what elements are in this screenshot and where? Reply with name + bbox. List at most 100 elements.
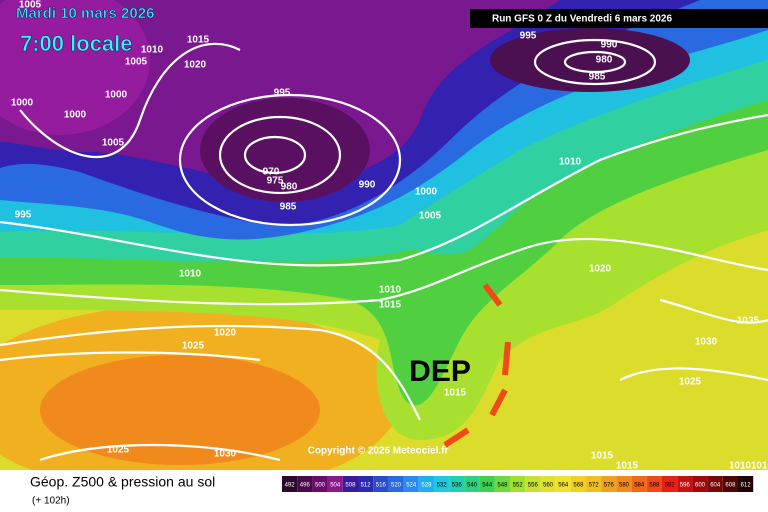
isobar <box>619 367 768 382</box>
legend-label: 524 <box>406 483 417 489</box>
isobar-label: 980 <box>281 182 298 193</box>
isobar <box>0 238 768 306</box>
isobar <box>659 298 768 324</box>
zone-orange-dark <box>40 355 320 465</box>
legend-label: 612 <box>741 483 752 489</box>
legend-swatch <box>297 476 313 492</box>
isobar <box>0 324 421 421</box>
legend-label: 500 <box>315 483 326 489</box>
legend-label: 568 <box>573 483 584 489</box>
arrow <box>443 427 470 448</box>
isobar-label: 1010 <box>141 45 164 56</box>
isobar <box>563 50 627 74</box>
legend-label: 592 <box>665 483 676 489</box>
annotation: DEP <box>409 355 471 388</box>
isobar-label: 1015 <box>379 300 402 311</box>
isobar-label: 1010 <box>559 157 582 168</box>
legend-label: 584 <box>634 483 645 489</box>
isobar <box>39 443 281 462</box>
legend-swatch <box>646 476 662 492</box>
zone-magenta <box>0 0 150 135</box>
isobar-label: 1010 <box>179 269 202 280</box>
legend-label: 604 <box>710 483 721 489</box>
legend-label: 564 <box>558 483 569 489</box>
isobar-label: 1020 <box>184 60 207 71</box>
legend-swatch <box>586 476 602 492</box>
legend-swatch <box>434 476 450 492</box>
legend-swatch <box>540 476 556 492</box>
legend-label: 528 <box>421 483 432 489</box>
isobar-label: 1025 <box>182 341 205 352</box>
legend-label: 596 <box>680 483 691 489</box>
legend-swatch <box>601 476 617 492</box>
footer-subtitle: (+ 102h) <box>32 496 70 507</box>
arrow <box>502 341 511 376</box>
legend-swatch <box>342 476 358 492</box>
legend-label: 544 <box>482 483 493 489</box>
isobar-label: 1000 <box>64 110 87 121</box>
isobar-label: 1000 <box>105 90 128 101</box>
legend-label: 588 <box>649 483 660 489</box>
legend-swatch <box>464 476 480 492</box>
isobar-label: 1010 <box>751 461 768 472</box>
legend: 492 496 500 504 508 512 516 520 524 528 532 536 540 5… <box>282 476 754 492</box>
legend-label: 536 <box>452 483 463 489</box>
legend-label: 508 <box>345 483 356 489</box>
isobar <box>533 38 657 86</box>
legend-swatch <box>510 476 526 492</box>
isobar-label: 1025 <box>107 445 130 456</box>
isobar-label: 1015 <box>591 451 614 462</box>
legend-swatch <box>722 476 738 492</box>
isobars <box>0 38 768 462</box>
legend-label: 540 <box>467 483 478 489</box>
copyright: Copyright © 2026 Meteociel.fr <box>308 446 449 457</box>
isobar-label: 1010 <box>379 285 402 296</box>
run-box <box>470 9 768 28</box>
legend-swatch <box>677 476 693 492</box>
isobar-label: 1010 <box>729 461 752 472</box>
isobar <box>19 42 241 159</box>
legend-swatch <box>631 476 647 492</box>
legend-swatch <box>662 476 678 492</box>
isobar-label: 1000 <box>415 187 438 198</box>
legend-label: 572 <box>589 483 600 489</box>
isobar-label: 1000 <box>11 98 34 109</box>
legend-label: 496 <box>300 483 311 489</box>
isobar-label: 1005 <box>125 57 148 68</box>
legend-swatch <box>570 476 586 492</box>
legend-label: 516 <box>376 483 387 489</box>
isobar <box>178 93 402 227</box>
isobar-label: 975 <box>267 176 284 187</box>
isobar-label: 985 <box>589 72 606 83</box>
isobar-label: 970 <box>263 167 280 178</box>
footer-title: Géop. Z500 & pression au sol <box>30 474 215 490</box>
legend-swatch <box>388 476 404 492</box>
legend-swatch <box>403 476 419 492</box>
legend-label: 548 <box>497 483 508 489</box>
time: 7:00 locale <box>20 31 133 56</box>
legend-label: 532 <box>437 483 448 489</box>
legend-swatch <box>312 476 328 492</box>
isobar-label: 1025 <box>679 377 702 388</box>
legend-swatch <box>327 476 343 492</box>
legend-label: 492 <box>285 483 296 489</box>
isobar-label: 985 <box>280 202 297 213</box>
arrow <box>482 283 503 307</box>
legend-swatch <box>692 476 708 492</box>
isobar-label: 1015 <box>616 461 639 472</box>
legend-swatch <box>494 476 510 492</box>
legend-swatch <box>707 476 723 492</box>
isobar-label: 1020 <box>589 264 612 275</box>
legend-swatch <box>555 476 571 492</box>
legend-label: 560 <box>543 483 554 489</box>
isobar-label: 1020 <box>214 328 237 339</box>
isobar-label: 990 <box>601 40 618 51</box>
legend-swatch <box>525 476 541 492</box>
arrow <box>489 388 508 417</box>
legend-label: 556 <box>528 483 539 489</box>
isobar-label: 1030 <box>214 449 237 460</box>
isobar-label: 1015 <box>187 35 210 46</box>
